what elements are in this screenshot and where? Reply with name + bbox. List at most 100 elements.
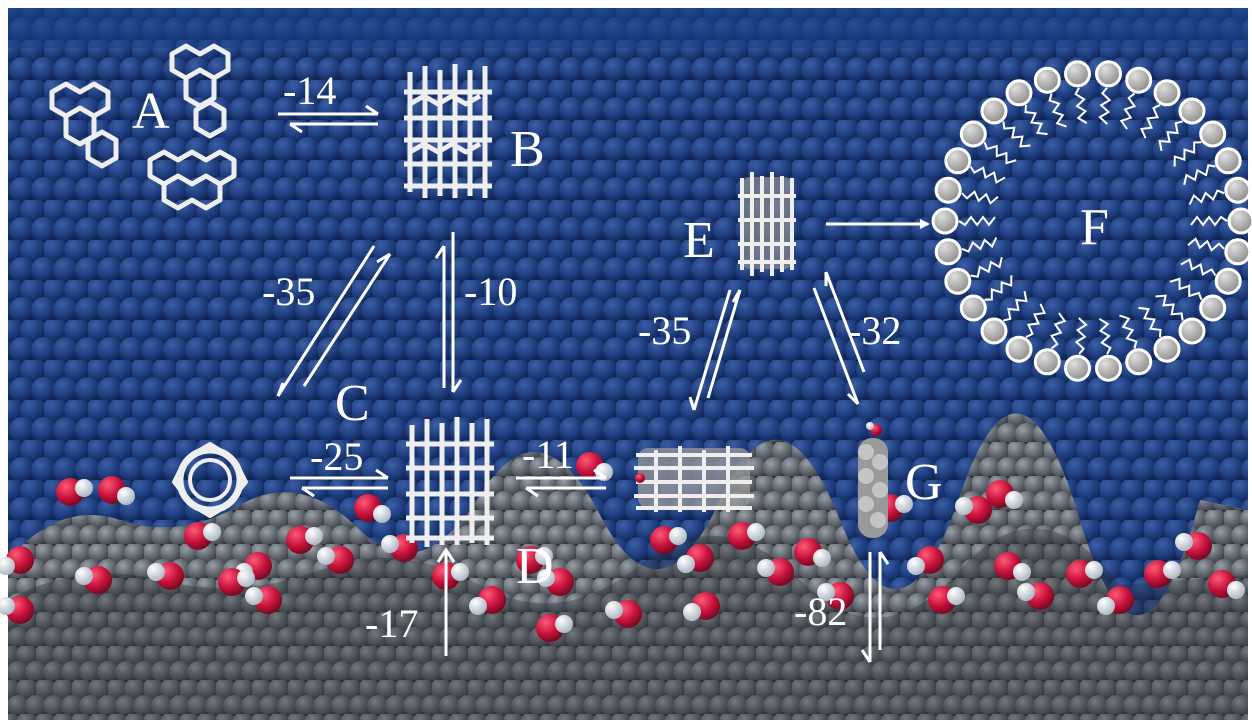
label-b-d: -10 [464, 269, 517, 314]
aggregate-a-icon [49, 43, 237, 211]
micelle-tail [984, 275, 1013, 301]
micelle-head [1199, 120, 1227, 148]
micelle-tail [1119, 314, 1138, 349]
hydrogen-atom [1085, 561, 1103, 579]
hydrogen-atom [203, 523, 221, 541]
arrow-g-to-membrane-head [860, 649, 872, 663]
micelle-f-icon [931, 60, 1252, 382]
micelle-tail [1074, 87, 1088, 124]
ring-c-icon [172, 442, 248, 518]
label-a-b: -14 [283, 68, 336, 113]
label-e-g: -32 [848, 308, 901, 353]
arrow-c-to-b-head [376, 252, 391, 264]
micelle-head [1214, 267, 1242, 295]
label-state-d: D [516, 538, 554, 595]
arrow-b-to-d-head [451, 379, 463, 393]
arrow-c-to-d-head [375, 468, 389, 480]
hydrogen-atom [75, 479, 93, 497]
arrow-tube-to-e [706, 289, 742, 399]
hydrogen-atom [0, 557, 15, 575]
hydrogen-atom [75, 567, 93, 585]
micelle-tail [1187, 237, 1225, 252]
micelle-head [934, 238, 962, 266]
micelle-head [1125, 66, 1153, 94]
hydrogen-atom [1005, 491, 1023, 509]
arrow-b-to-a-head [289, 122, 303, 134]
micelle-head [1214, 147, 1242, 175]
micelle-head [1178, 317, 1206, 345]
hydrogen-atom [451, 563, 469, 581]
hydrogen-atom [813, 549, 831, 567]
arrow-a-to-b-head [365, 104, 379, 116]
hydrogen-atom [1097, 597, 1115, 615]
hydrogen-atom [1163, 561, 1181, 579]
label-state-e: E [683, 212, 715, 269]
micelle-head [944, 267, 972, 295]
micelle-tail [1098, 87, 1112, 125]
label-state-f: F [1080, 199, 1109, 256]
micelle-head [1005, 79, 1033, 107]
arrow-d-to-e-head [593, 468, 607, 480]
tube-e-icon [738, 172, 796, 276]
label-d-e: -11 [522, 432, 574, 477]
micelle-tail [983, 141, 1017, 165]
micelle-head [1125, 348, 1153, 376]
micelle-tail [1158, 120, 1183, 151]
hydrogen-atom [669, 527, 687, 545]
micelle-tail [1074, 317, 1088, 355]
stack-b-icon [404, 64, 492, 198]
hydrogen-atom [817, 583, 835, 601]
hydrogen-atom [757, 559, 775, 577]
micelle-tail [1180, 258, 1217, 277]
hydrogen-atom [677, 555, 695, 573]
micelle-tail [1183, 164, 1216, 186]
arrow-e-to-tube [692, 289, 732, 411]
hydrogen-atom [605, 601, 623, 619]
arrow-g-to-e [824, 271, 866, 373]
hydrogen-atom [373, 505, 391, 523]
micelle-head [931, 207, 959, 235]
micelle-head [959, 294, 987, 322]
micelle-head [1095, 354, 1122, 382]
hydrogen-atom [1013, 563, 1031, 581]
micelle-head [980, 97, 1008, 125]
label-state-a: A [132, 83, 170, 140]
micelle-head [1095, 60, 1122, 88]
micelle-head [1064, 60, 1091, 88]
label-g-membrane: -82 [794, 589, 847, 634]
label-membrane-d: -17 [365, 601, 418, 646]
hydrogen-atom [683, 603, 701, 621]
label-state-c: C [335, 375, 370, 432]
hydrogen-atom [555, 615, 573, 633]
label-e-tube: -35 [638, 308, 691, 353]
monomer-g-icon [858, 422, 888, 538]
hydrogen-atom [947, 587, 965, 605]
micelle-tail [1048, 93, 1067, 128]
micelle-head [1064, 354, 1091, 382]
micelle-tail [1155, 294, 1184, 321]
arrow-e-to-g [812, 287, 860, 405]
hydrogen-atom [895, 495, 913, 513]
label-state-g: G [905, 454, 943, 511]
micelle-head [1153, 79, 1181, 107]
hydrogen-atom [955, 497, 973, 515]
arrow-e-to-d-head [525, 486, 539, 498]
micelle-head [1033, 66, 1061, 94]
micelle-tail [1049, 312, 1067, 350]
arrow-b-to-c-head [276, 382, 285, 397]
micelle-tail [1003, 291, 1028, 322]
hydroxyl-groups [0, 452, 1245, 642]
tube-horizontal-icon [634, 446, 754, 512]
micelle-tail [958, 215, 996, 227]
micelle-head [1153, 335, 1181, 363]
hydrogen-atom [907, 557, 925, 575]
micelle-tail [1098, 318, 1112, 355]
stack-d-icon [406, 417, 494, 547]
water-top-glow [8, 8, 1248, 48]
hydrogen-atom [537, 569, 555, 587]
micelle-head [1224, 176, 1252, 204]
hydrogen-atom [1175, 533, 1193, 551]
label-state-b: B [510, 121, 545, 178]
hydrogen-atom [237, 569, 255, 587]
